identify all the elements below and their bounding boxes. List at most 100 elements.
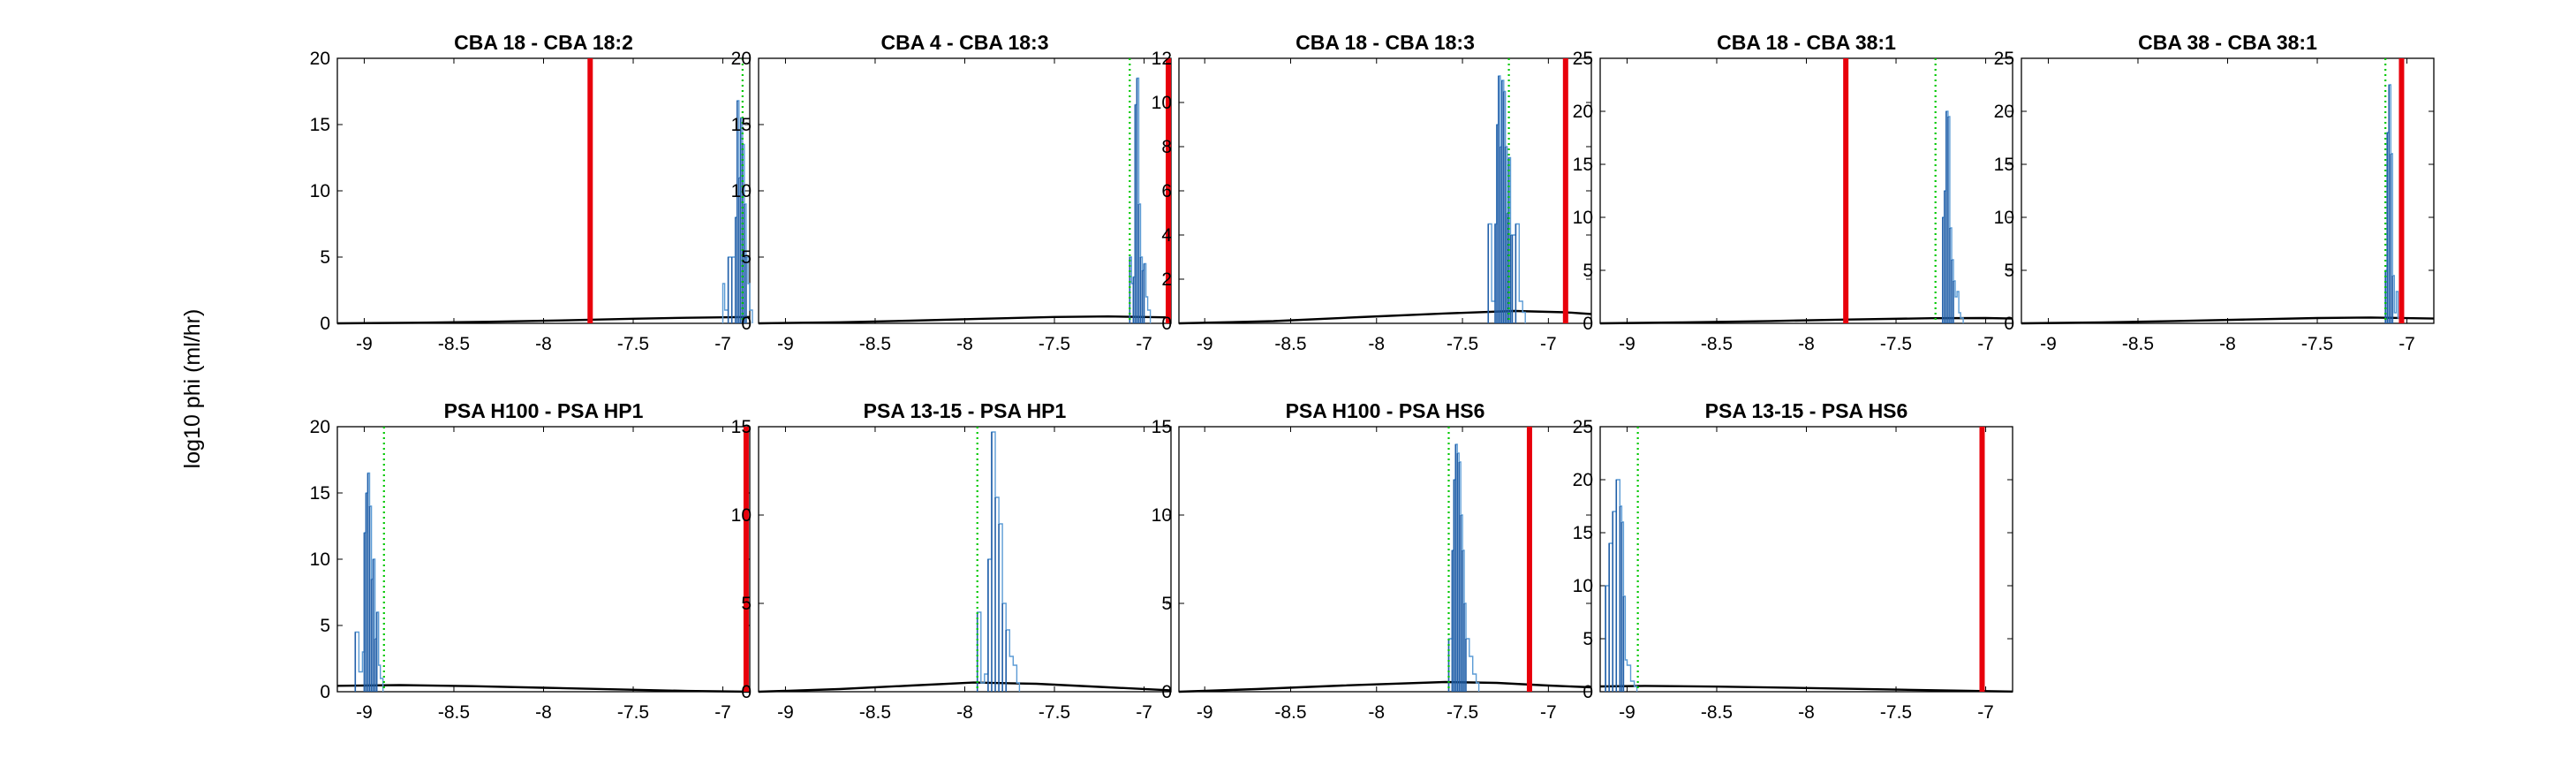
y-tick-label: 10	[310, 181, 330, 201]
plot-frame	[336, 57, 751, 324]
y-tick-label: 0	[320, 314, 330, 334]
y-tick-label: 5	[1583, 261, 1593, 281]
y-tick-label: 20	[310, 417, 330, 437]
x-tick-label: -7	[1977, 702, 1994, 723]
x-tick-label: -8.5	[1701, 334, 1733, 354]
x-tick-label: -7.5	[1039, 702, 1070, 723]
x-tick-label: -8.5	[1274, 334, 1306, 354]
y-tick-label: 0	[741, 682, 752, 702]
subplot-9: PSA 13-15 - PSA HS6 0 5 10 15 20 25 -9 -8.5 -8 -7.…	[1573, 399, 2013, 723]
plot-title: PSA H100 - PSA HS6	[1286, 399, 1485, 422]
subplot-1: CBA 18 - CBA 18:2 0 5 10 15 20 -9 -8.5 -8 -7.5 -7	[310, 31, 753, 354]
x-tick-label: -8.5	[438, 702, 470, 723]
subplot-8: PSA H100 - PSA HS6 0 5 10 15 -9 -8.5 -8 -7.5 -7	[1152, 399, 1592, 723]
prior-curve	[758, 681, 1172, 693]
x-tick-label: -7	[1540, 334, 1557, 354]
prior-curve	[336, 315, 751, 325]
x-tick-label: -7.5	[1880, 702, 1912, 723]
x-tick-label: -8.5	[2122, 334, 2154, 354]
plot-title: CBA 38 - CBA 38:1	[2138, 31, 2317, 54]
x-tick-label: -8	[1368, 702, 1385, 723]
y-tick-label: 5	[320, 616, 330, 636]
prior-curve	[1599, 685, 2013, 693]
plot-frame	[758, 57, 1172, 324]
x-tick-label: -7.5	[617, 334, 649, 354]
subplot-4: CBA 18 - CBA 38:1 0 5 10 15 20 25 -9 -8.5 -8 -7.5 -…	[1573, 31, 2013, 354]
x-tick-label: -7.5	[1039, 334, 1070, 354]
y-tick-label: 5	[1583, 629, 1593, 649]
subplot-5: CBA 38 - CBA 38:1 0 5 10 15 20 25 -9 -8.5 -8 -7.5 -…	[1994, 31, 2435, 354]
y-tick-label: 10	[310, 549, 330, 570]
plot-title: CBA 18 - CBA 38:1	[1717, 31, 1896, 54]
prior-curve	[1599, 316, 2013, 325]
plot-frame	[758, 426, 1172, 693]
x-tick-label: -8	[956, 334, 973, 354]
x-tick-label: -9	[356, 702, 373, 723]
y-tick-label: 12	[1152, 49, 1172, 69]
x-tick-label: -7	[714, 702, 731, 723]
y-tick-label: 10	[731, 505, 752, 526]
y-tick-label: 15	[1573, 523, 1593, 543]
y-tick-label: 5	[741, 594, 752, 614]
x-tick-label: -8.5	[859, 702, 891, 723]
y-tick-label: 20	[1994, 102, 2014, 122]
x-tick-label: -7.5	[617, 702, 649, 723]
x-tick-label: -9	[1619, 334, 1635, 354]
x-tick-label: -8.5	[438, 334, 470, 354]
y-tick-label: 20	[1573, 102, 1593, 122]
y-tick-label: 10	[1573, 208, 1593, 228]
y-tick-label: 0	[1161, 314, 1172, 334]
posterior-histogram	[977, 431, 1021, 692]
y-tick-label: 15	[1994, 155, 2014, 175]
y-tick-label: 20	[731, 49, 752, 69]
x-tick-label: -7	[2398, 334, 2415, 354]
y-tick-label: 10	[731, 181, 752, 201]
x-tick-label: -9	[777, 334, 794, 354]
x-tick-label: -9	[1197, 334, 1213, 354]
y-tick-label: 15	[310, 483, 330, 504]
plot-title: CBA 18 - CBA 18:3	[1296, 31, 1475, 54]
plot-title: PSA H100 - PSA HP1	[444, 399, 644, 422]
y-tick-label: 10	[1152, 93, 1172, 113]
prior-curve	[1178, 680, 1592, 693]
y-tick-label: 2	[1161, 269, 1172, 290]
x-tick-label: -8.5	[859, 334, 891, 354]
x-tick-label: -7	[1136, 702, 1152, 723]
y-tick-label: 10	[1152, 505, 1172, 526]
y-tick-label: 20	[310, 49, 330, 69]
x-tick-label: -7	[1977, 334, 1994, 354]
y-tick-label: 5	[2004, 261, 2014, 281]
plot-frame	[1178, 57, 1592, 324]
x-tick-label: -7.5	[2301, 334, 2333, 354]
prior-curve	[2021, 316, 2435, 325]
y-tick-label: 15	[1152, 417, 1172, 437]
x-tick-label: -8.5	[1701, 702, 1733, 723]
y-tick-label: 15	[731, 417, 752, 437]
x-tick-label: -9	[1197, 702, 1213, 723]
y-tick-label: 15	[310, 115, 330, 135]
subplot-3: CBA 18 - CBA 18:3 0 2 4 6 8 10 12 -9 -8.5 -8 -7.5 -7	[1152, 31, 1592, 354]
plot-title: CBA 4 - CBA 18:3	[881, 31, 1049, 54]
y-tick-label: 20	[1573, 470, 1593, 490]
plot-frame	[336, 426, 751, 693]
x-tick-label: -9	[1619, 702, 1635, 723]
plot-frame	[2021, 57, 2435, 324]
y-tick-label: 25	[1573, 49, 1593, 69]
x-tick-label: -8	[535, 334, 552, 354]
plot-frame	[1599, 57, 2013, 324]
x-tick-label: -9	[777, 702, 794, 723]
x-tick-label: -7.5	[1447, 334, 1478, 354]
y-tick-label: 10	[1573, 576, 1593, 596]
y-tick-label: 10	[1994, 208, 2014, 228]
y-tick-label: 0	[1161, 682, 1172, 702]
y-tick-label: 5	[320, 247, 330, 268]
x-tick-label: -8	[2219, 334, 2236, 354]
y-tick-label: 5	[1161, 594, 1172, 614]
y-tick-label: 8	[1161, 137, 1172, 157]
plot-title: CBA 18 - CBA 18:2	[454, 31, 633, 54]
prior-curve	[758, 315, 1172, 325]
y-tick-label: 15	[1573, 155, 1593, 175]
